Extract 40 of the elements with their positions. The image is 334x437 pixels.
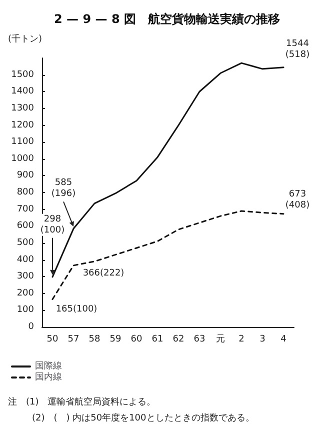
y-tick-label: 100 <box>16 305 34 316</box>
y-tick-label: 600 <box>16 221 34 232</box>
x-tick-label: 57 <box>68 334 80 344</box>
x-tick-label: 59 <box>110 334 122 344</box>
x-tick-label: 60 <box>130 334 142 344</box>
x-tick-label: 50 <box>46 334 58 344</box>
annotation: 366(222) <box>82 268 124 278</box>
y-tick-label: 1000 <box>11 154 34 164</box>
x-tick-label: 3 <box>260 334 266 344</box>
y-tick-label: 700 <box>16 204 34 214</box>
x-tick-label: 4 <box>280 334 287 344</box>
annotation: 673 (408) <box>285 189 310 210</box>
y-tick-label: 500 <box>16 238 34 248</box>
y-tick-label: 1300 <box>11 103 34 114</box>
y-tick-label: 1100 <box>11 137 34 148</box>
x-tick-label: 61 <box>152 334 164 344</box>
y-tick-label: 800 <box>16 188 34 198</box>
annotation: 298 (100) <box>40 214 65 236</box>
chart-title: 2 — 9 — 8 図 航空貨物輸送実績の推移 <box>54 12 280 26</box>
annotation: 1544 (518) <box>285 38 310 60</box>
y-tick-label: 400 <box>16 254 34 265</box>
x-tick-label: 2 <box>238 334 244 344</box>
legend-label: 国内線 <box>35 372 62 382</box>
y-tick-label: 900 <box>16 170 34 181</box>
y-tick-label: 200 <box>16 288 34 298</box>
legend-label: 国際線 <box>35 360 62 372</box>
x-tick-label: 58 <box>88 334 100 344</box>
y-tick-label: 1200 <box>11 120 34 130</box>
y-axis-title: (千トン) <box>8 34 42 44</box>
annotation: 585 (196) <box>51 178 76 200</box>
y-tick-label: 300 <box>16 272 34 282</box>
text: 注 (1) 運輸省航空局資料による。 <box>8 396 156 408</box>
y-tick-label: 0 <box>28 322 34 332</box>
annotation: 165(100) <box>56 304 98 314</box>
y-tick-label: 1400 <box>11 86 34 97</box>
x-tick-label: 62 <box>172 334 184 344</box>
text: (2) ( ) 内は50年度を100としたときの指数である。 <box>32 412 254 424</box>
y-tick-label: 1500 <box>11 70 34 80</box>
x-tick-label: 63 <box>194 334 206 344</box>
x-tick-label: 元 <box>216 334 225 344</box>
